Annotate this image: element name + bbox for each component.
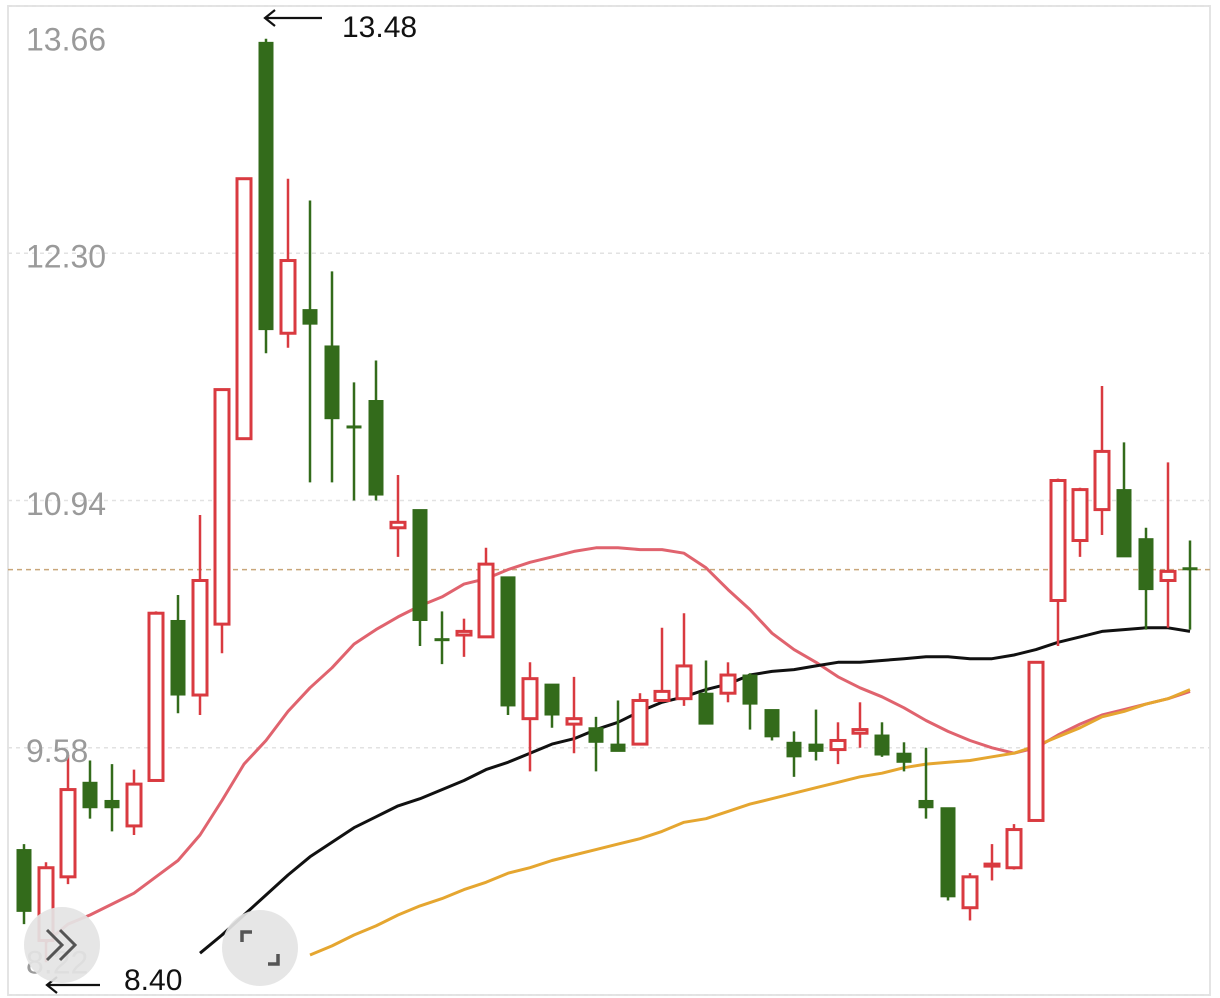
candle-body <box>1138 538 1154 591</box>
candle-body <box>521 677 539 721</box>
candle-body <box>808 743 824 752</box>
candle-body <box>1027 660 1045 822</box>
candle-body <box>82 781 98 809</box>
annotation-label: 8.40 <box>124 964 182 997</box>
y-tick-label: 10.94 <box>26 486 106 522</box>
candle-body <box>59 788 77 879</box>
candle-body <box>412 509 428 621</box>
candle-body <box>851 728 869 735</box>
candle-body <box>631 698 649 746</box>
candle-body <box>588 727 604 743</box>
candle-body <box>1071 488 1089 542</box>
candle-body <box>961 875 979 910</box>
annotation-label: 13.48 <box>342 11 417 44</box>
collapse-button[interactable] <box>24 907 100 983</box>
candle-body <box>719 673 737 695</box>
candle-body <box>940 807 956 898</box>
chevron-icon[interactable] <box>45 928 78 962</box>
candle-body <box>786 741 802 758</box>
candle-body <box>544 683 560 716</box>
candle-body <box>829 738 847 752</box>
candle-body <box>302 309 318 325</box>
candle-body <box>279 259 297 335</box>
candle-body <box>653 689 671 702</box>
candle-body <box>764 709 780 738</box>
candle-body <box>147 611 165 782</box>
expand-icon[interactable] <box>240 930 280 966</box>
candle-body <box>368 400 384 496</box>
candle-body <box>455 629 473 637</box>
candle-body <box>742 674 758 705</box>
candle-body <box>1005 828 1023 870</box>
candle-body <box>235 177 253 441</box>
candle-body <box>104 799 120 809</box>
y-tick-label: 9.58 <box>26 733 88 769</box>
candle-body <box>1116 489 1132 558</box>
candle-body <box>874 734 890 756</box>
candle-body <box>1093 449 1111 512</box>
candle-body <box>1182 567 1198 571</box>
candle-body <box>565 717 583 726</box>
candle-body <box>170 619 186 696</box>
candle-body <box>346 425 362 429</box>
candle-body <box>983 862 1001 868</box>
grid-layer <box>8 5 1210 996</box>
candle-body <box>324 345 340 420</box>
y-tick-label: 12.30 <box>26 239 106 275</box>
candle-body <box>698 692 714 725</box>
candle-body <box>500 576 516 707</box>
candle-body <box>675 664 693 701</box>
y-tick-label: 13.66 <box>26 21 106 57</box>
candle-body <box>1159 569 1177 582</box>
candle-body <box>191 578 209 697</box>
candle-body <box>1049 479 1067 602</box>
candle-body <box>434 638 450 642</box>
candle-body <box>896 752 912 763</box>
annotation-arrow <box>263 9 322 27</box>
candle-body <box>477 562 495 639</box>
candle-body <box>610 743 626 752</box>
moving-average-line <box>45 546 1191 944</box>
candle-body <box>213 388 231 626</box>
fullscreen-button[interactable] <box>222 910 298 986</box>
candle-body <box>389 520 407 530</box>
candle-body <box>125 782 143 828</box>
button-bg[interactable] <box>222 910 298 986</box>
candle-body <box>258 41 274 331</box>
candle-layer <box>16 38 1198 963</box>
candle-body <box>918 799 934 809</box>
candle-body <box>16 849 32 912</box>
moving-average-line <box>199 626 1191 955</box>
